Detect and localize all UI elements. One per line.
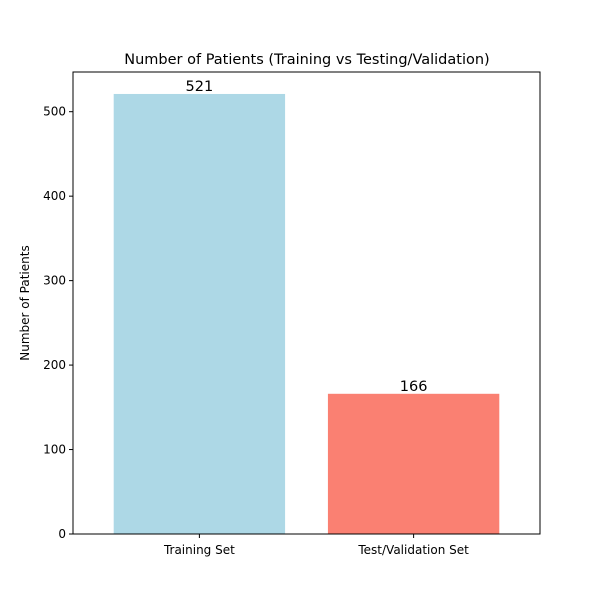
chart-title: Number of Patients (Training vs Testing/… (124, 52, 489, 68)
bar-test-validation-set (327, 393, 500, 534)
y-tick-label: 0 (58, 527, 66, 541)
data-label: 521 (186, 79, 214, 95)
bar-training-set (113, 93, 286, 534)
y-tick-label: 100 (43, 443, 66, 457)
y-tick-label: 200 (43, 358, 66, 372)
data-label: 166 (400, 379, 428, 395)
x-tick-label: Training Set (163, 543, 235, 557)
y-tick-label: 400 (43, 189, 66, 203)
y-tick-label: 300 (43, 274, 66, 288)
plot-area: 521 Training Set 166 Test/Validation Set 0 10… (43, 71, 541, 557)
axes-frame (72, 71, 541, 535)
y-tick-label: 500 (43, 105, 66, 119)
y-axis-label: Number of Patients (18, 245, 32, 360)
x-tick-label: Test/Validation Set (357, 543, 469, 557)
